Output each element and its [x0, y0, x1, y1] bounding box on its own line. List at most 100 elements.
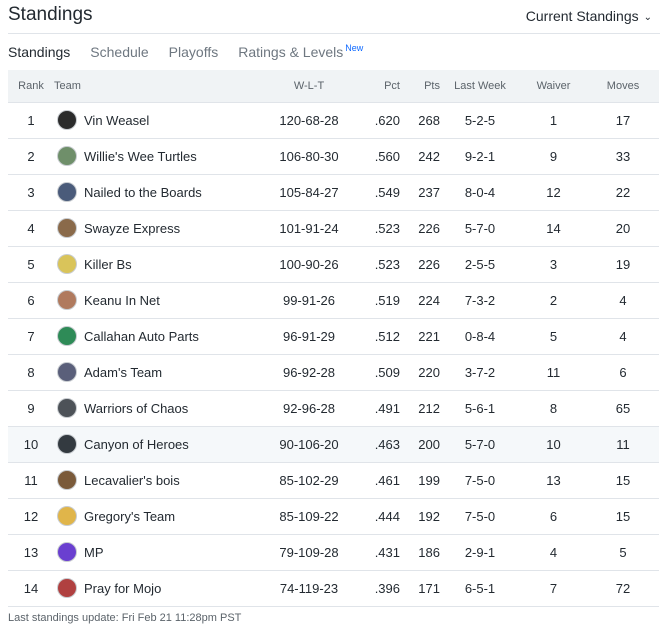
cell-wlt: 90-106-20 — [270, 426, 348, 463]
tab-standings[interactable]: Standings — [8, 44, 71, 60]
cell-moves: 15 — [587, 498, 659, 535]
cell-last-week: 7-5-0 — [440, 498, 520, 535]
cell-waiver: 14 — [520, 210, 587, 247]
cell-pts: 192 — [400, 498, 440, 535]
team-logo-icon[interactable] — [57, 542, 77, 562]
tab-schedule[interactable]: Schedule — [90, 44, 149, 60]
cell-wlt: 100-90-26 — [270, 246, 348, 283]
cell-waiver: 4 — [520, 534, 587, 571]
cell-pts: 186 — [400, 534, 440, 571]
team-cell: Swayze Express — [54, 218, 270, 238]
team-logo-icon[interactable] — [57, 218, 77, 238]
cell-last-week: 8-0-4 — [440, 174, 520, 211]
team-name-link[interactable]: Warriors of Chaos — [84, 400, 189, 416]
cell-team: Willie's Wee Turtles — [54, 138, 270, 175]
cell-moves: 22 — [587, 174, 659, 211]
cell-pts: 212 — [400, 390, 440, 427]
team-name-link[interactable]: Canyon of Heroes — [84, 436, 189, 452]
table-row: 11 Lecavalier's bois 85-102-29.461 199 7-5-0… — [8, 462, 659, 499]
team-name-link[interactable]: Gregory's Team — [84, 508, 176, 524]
cell-team: MP — [54, 534, 270, 571]
tab-bar: Standings Schedule Playoffs Ratings & Le… — [8, 43, 363, 62]
tab-playoffs[interactable]: Playoffs — [168, 44, 219, 60]
cell-rank: 7 — [8, 318, 54, 355]
cell-rank: 3 — [8, 174, 54, 211]
cell-waiver: 10 — [520, 426, 587, 463]
table-row: 9 Warriors of Chaos 92-96-28.491 212 5-6-1 8 6… — [8, 390, 659, 427]
cell-moves: 15 — [587, 462, 659, 499]
cell-team: Gregory's Team — [54, 498, 270, 535]
team-name-link[interactable]: Pray for Mojo — [84, 580, 162, 596]
column-header-waiver: Waiver — [520, 70, 587, 103]
cell-waiver: 11 — [520, 354, 587, 391]
cell-moves: 65 — [587, 390, 659, 427]
team-name-link[interactable]: Willie's Wee Turtles — [84, 148, 197, 164]
cell-pct: .463 — [348, 426, 400, 463]
cell-waiver: 8 — [520, 390, 587, 427]
team-logo-icon[interactable] — [57, 326, 77, 346]
team-name-link[interactable]: Nailed to the Boards — [84, 184, 202, 200]
cell-moves: 33 — [587, 138, 659, 175]
tab-ratings-levels[interactable]: Ratings & Levels New — [238, 43, 363, 62]
team-logo-icon[interactable] — [57, 434, 77, 454]
team-logo-icon[interactable] — [57, 182, 77, 202]
team-logo-icon[interactable] — [57, 146, 77, 166]
team-logo-icon[interactable] — [57, 290, 77, 310]
table-row: 2 Willie's Wee Turtles 106-80-30.560 242 9-2… — [8, 138, 659, 175]
cell-team: Keanu In Net — [54, 282, 270, 319]
standings-dropdown[interactable]: Current Standings ⌄ — [526, 8, 652, 24]
cell-moves: 19 — [587, 246, 659, 283]
cell-pts: 199 — [400, 462, 440, 499]
team-logo-icon[interactable] — [57, 470, 77, 490]
cell-pts: 226 — [400, 246, 440, 283]
cell-wlt: 74-119-23 — [270, 570, 348, 607]
cell-wlt: 96-91-29 — [270, 318, 348, 355]
team-cell: Gregory's Team — [54, 506, 270, 526]
team-cell: MP — [54, 542, 270, 562]
cell-rank: 1 — [8, 102, 54, 139]
cell-wlt: 85-102-29 — [270, 462, 348, 499]
team-name-link[interactable]: Vin Weasel — [84, 112, 150, 128]
page-header: Standings Current Standings ⌄ — [0, 0, 668, 34]
team-name-link[interactable]: Swayze Express — [84, 220, 181, 236]
cell-pts: 242 — [400, 138, 440, 175]
team-name-link[interactable]: Keanu In Net — [84, 292, 160, 308]
team-logo-icon[interactable] — [57, 110, 77, 130]
standings-dropdown-label: Current Standings — [525, 8, 639, 24]
team-logo-icon[interactable] — [57, 506, 77, 526]
cell-waiver: 3 — [520, 246, 587, 283]
team-name-link[interactable]: Killer Bs — [84, 256, 132, 272]
team-logo-icon[interactable] — [57, 254, 77, 274]
table-row: 7 Callahan Auto Parts 96-91-29.512 221 0-8-4… — [8, 318, 659, 355]
cell-pct: .560 — [348, 138, 400, 175]
column-header-team: Team — [54, 70, 270, 103]
cell-wlt: 101-91-24 — [270, 210, 348, 247]
cell-last-week: 7-3-2 — [440, 282, 520, 319]
team-logo-icon[interactable] — [57, 398, 77, 418]
cell-pct: .620 — [348, 102, 400, 139]
cell-last-week: 5-7-0 — [440, 210, 520, 247]
cell-last-week: 0-8-4 — [440, 318, 520, 355]
cell-pts: 226 — [400, 210, 440, 247]
cell-waiver: 2 — [520, 282, 587, 319]
cell-moves: 17 — [587, 102, 659, 139]
cell-rank: 14 — [8, 570, 54, 607]
header-divider — [8, 33, 660, 34]
table-row: 14 Pray for Mojo 74-119-23.396 171 6-5-1 7 72 — [8, 570, 659, 607]
column-header-moves: Moves — [587, 70, 659, 103]
cell-pts: 268 — [400, 102, 440, 139]
cell-team: Swayze Express — [54, 210, 270, 247]
team-name-link[interactable]: Lecavalier's bois — [84, 472, 180, 488]
team-cell: Warriors of Chaos — [54, 398, 270, 418]
team-name-link[interactable]: MP — [84, 544, 104, 560]
table-row: 6 Keanu In Net 99-91-26.519 224 7-3-2 2 4 — [8, 282, 659, 319]
cell-rank: 10 — [8, 426, 54, 463]
cell-pct: .519 — [348, 282, 400, 319]
team-name-link[interactable]: Adam's Team — [84, 364, 163, 380]
cell-pct: .431 — [348, 534, 400, 571]
team-logo-icon[interactable] — [57, 362, 77, 382]
cell-pct: .461 — [348, 462, 400, 499]
team-name-link[interactable]: Callahan Auto Parts — [84, 328, 199, 344]
cell-team: Lecavalier's bois — [54, 462, 270, 499]
team-logo-icon[interactable] — [57, 578, 77, 598]
